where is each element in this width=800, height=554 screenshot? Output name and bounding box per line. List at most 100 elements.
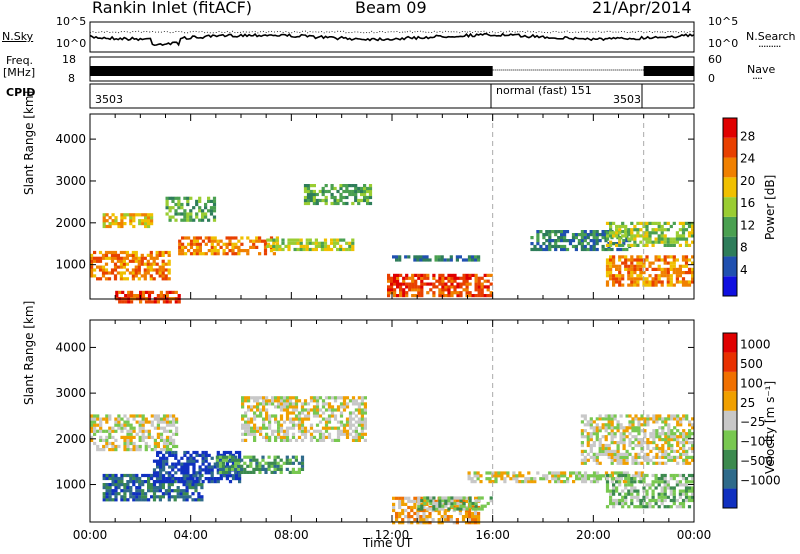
velocity-cell [216, 450, 220, 455]
velocity-cell [407, 515, 411, 519]
velocity-cell [636, 505, 640, 509]
velocity-cell [176, 492, 180, 496]
power-cell [654, 255, 658, 259]
velocity-cell [126, 429, 130, 433]
velocity-cell [612, 492, 616, 496]
power-cell [681, 234, 686, 238]
velocity-cell [637, 441, 641, 445]
velocity-cell [679, 455, 683, 459]
velocity-region [215, 455, 305, 474]
power-cell [90, 253, 94, 257]
power-cell [486, 279, 490, 283]
velocity-cell [609, 492, 613, 496]
velocity-cell [285, 467, 289, 471]
velocity-cell [282, 461, 286, 465]
power-cell [586, 242, 590, 246]
velocity-cell [162, 441, 167, 446]
power-cell [687, 224, 692, 229]
power-cell [147, 224, 151, 229]
power-cell [287, 241, 291, 245]
velocity-cell [536, 471, 540, 475]
velocity-cell [189, 477, 193, 481]
velocity-cell [105, 498, 109, 502]
power-cell [104, 277, 109, 281]
power-cell [306, 195, 311, 200]
velocity-cell [679, 435, 683, 439]
power-cell [141, 213, 145, 217]
velocity-cell [167, 483, 171, 487]
power-cell [411, 273, 415, 277]
power-cell [612, 280, 616, 284]
velocity-cell [643, 452, 647, 456]
velocity-cell [179, 489, 183, 493]
velocity-cell [569, 471, 573, 475]
velocity-cell [604, 443, 608, 448]
power-cell [159, 290, 163, 294]
velocity-cell [646, 423, 650, 427]
velocity-cell [135, 444, 139, 449]
power-cell [164, 262, 168, 266]
velocity-cell [215, 464, 219, 468]
power-cell [571, 244, 576, 249]
power-cell [639, 258, 643, 262]
velocity-cell [589, 423, 593, 427]
power-cell [657, 237, 661, 241]
power-cell [113, 277, 118, 281]
power-cell [416, 255, 420, 259]
velocity-cell [479, 474, 483, 478]
velocity-cell [681, 492, 686, 496]
power-cell [627, 277, 631, 281]
velocity-cell [138, 438, 142, 442]
velocity-cell [649, 441, 653, 445]
velocity-cell [172, 441, 176, 446]
velocity-cell [401, 502, 405, 506]
velocity-cell [691, 432, 695, 436]
power-cell [681, 224, 686, 229]
velocity-cell [152, 492, 157, 496]
velocity-cell [637, 471, 641, 475]
power-cell [669, 224, 673, 229]
power-cell [195, 245, 199, 249]
velocity-cell [150, 473, 154, 478]
velocity-cell [682, 449, 686, 453]
velocity-cell [583, 414, 587, 418]
noise-sky-label: N.Sky [2, 30, 34, 43]
velocity-cell [354, 399, 358, 403]
power-cell [333, 244, 337, 248]
velocity-cell [612, 483, 616, 487]
velocity-cell [277, 420, 281, 424]
power-colorbar-swatch [723, 216, 737, 237]
velocity-cell [327, 414, 332, 418]
velocity-cell [240, 458, 244, 462]
velocity-cell [189, 456, 193, 460]
power-cell [125, 268, 129, 272]
velocity-cell [440, 502, 444, 506]
power-cell [687, 231, 692, 235]
power-cell [432, 276, 436, 280]
velocity-cell [234, 458, 238, 462]
power-cell [468, 282, 472, 286]
power-cell [548, 233, 552, 237]
velocity-cell [583, 429, 587, 433]
power-cell [468, 291, 472, 295]
velocity-cell [471, 507, 475, 511]
power-cell [396, 294, 400, 298]
velocity-cell [327, 420, 332, 424]
power-cell [143, 277, 147, 281]
freq-left-bottom-tick: 8 [68, 72, 75, 85]
power-cell [425, 255, 429, 259]
power-region [165, 196, 217, 222]
velocity-cell [613, 426, 617, 430]
power-cell [252, 242, 256, 246]
power-cell [293, 241, 297, 245]
velocity-cell [324, 429, 329, 433]
velocity-cell [303, 429, 308, 433]
power-cell [178, 252, 182, 256]
power-cell [425, 258, 429, 262]
power-cell [605, 258, 610, 262]
velocity-cell [259, 396, 263, 400]
power-cell [348, 247, 352, 252]
power-cell [187, 242, 191, 246]
velocity-cell [108, 498, 112, 502]
velocity-cell [306, 402, 311, 406]
